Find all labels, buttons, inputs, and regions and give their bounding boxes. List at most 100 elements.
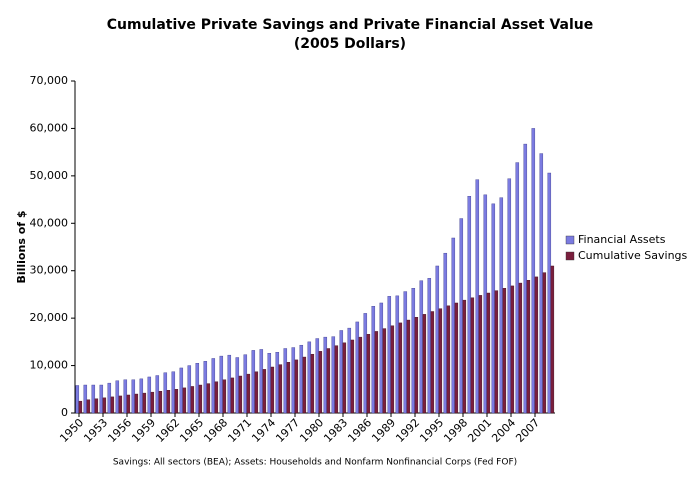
bar [171,371,176,414]
x-tick-label: 1959 [129,416,158,445]
bar [350,339,355,414]
bar [251,350,256,414]
bar [78,400,83,414]
bar [355,321,360,414]
bar [438,308,443,414]
bar [278,364,283,414]
bar [523,143,528,414]
bar [454,302,459,414]
bar [187,365,192,414]
bar [326,348,331,414]
x-tick-label: 1980 [297,416,326,445]
bar [235,357,240,414]
bar [483,194,488,414]
bar [118,395,123,414]
bar [206,383,211,414]
bar [267,353,272,414]
bar [275,352,280,414]
y-tick-label: 0 [61,406,68,419]
bar [283,348,288,414]
bar [318,351,323,414]
bar [403,291,408,414]
x-tick-label: 1974 [249,416,278,445]
bar [470,297,475,414]
bar [91,384,96,414]
x-tick-label: 1977 [273,416,302,445]
bar [526,280,531,414]
bar [270,366,275,414]
chart-subtitle: (2005 Dollars) [294,36,406,52]
x-tick-label: 1989 [369,416,398,445]
bar [542,272,547,414]
bar [363,313,368,414]
bar [366,334,371,414]
bar [174,389,179,414]
bar [315,338,320,414]
bar [547,172,552,414]
bar [142,392,147,414]
bar [550,265,555,414]
bar [107,382,112,414]
bar [115,380,120,414]
bar [387,296,392,414]
bar [139,378,144,414]
x-tick-label: 1983 [321,416,350,445]
bar [339,330,344,414]
bar [150,391,155,414]
bar [486,292,491,414]
bar [227,354,232,414]
bar [531,128,536,414]
bar [379,302,384,414]
x-tick-label: 1995 [417,416,446,445]
bar [198,384,203,414]
bar [475,179,480,414]
bar [494,290,499,414]
bar [358,336,363,414]
bar [518,282,523,414]
bar [238,375,243,414]
x-tick-label: 1965 [177,416,206,445]
x-tick-label: 1986 [345,416,374,445]
bar [291,347,296,414]
x-tick-label: 1950 [57,416,86,445]
bar [390,325,395,414]
y-tick-label: 50,000 [30,169,69,182]
y-axis-label: Billions of $ [15,210,28,283]
bar [299,344,304,414]
bar [446,305,451,414]
bar [75,385,80,414]
bar [459,218,464,414]
bar [491,203,496,414]
bar [147,376,152,414]
bar [163,372,168,414]
bar [195,363,200,414]
y-tick-label: 30,000 [30,264,69,277]
x-tick-label: 1962 [153,416,182,445]
bar [182,387,187,414]
x-tick-label: 1968 [201,416,230,445]
bar [262,369,267,414]
x-tick-label: 2004 [489,416,518,445]
chart-title: Cumulative Private Savings and Private F… [107,17,594,33]
bar [395,295,400,414]
bar [411,288,416,414]
bar [222,379,227,414]
bar [414,316,419,414]
bar [102,397,107,414]
bar [126,394,131,414]
bar [347,327,352,414]
bar [254,371,259,414]
bar [451,237,456,414]
y-tick-label: 40,000 [30,216,69,229]
bar [230,377,235,414]
y-tick-label: 70,000 [30,74,69,87]
bar [310,353,315,414]
bar [406,319,411,414]
bar [510,285,515,414]
y-tick-label: 20,000 [30,311,69,324]
bar [507,178,512,414]
bar [342,342,347,414]
legend-label: Cumulative Savings [578,249,688,262]
bar [86,399,91,414]
bar [243,354,248,414]
